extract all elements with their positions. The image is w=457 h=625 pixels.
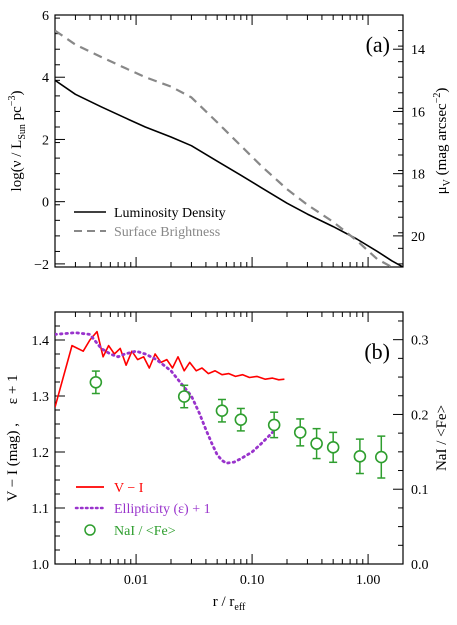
panel-b-left-tick-label: 1.2 <box>32 446 50 461</box>
panel-a-series-surface-brightness <box>55 29 393 267</box>
data-point <box>374 450 388 464</box>
data-point <box>326 441 340 454</box>
panel-b-x-axis-label: r / reff <box>213 594 246 613</box>
panel-b-left-tick-label: 1.0 <box>32 558 50 573</box>
panel-b-series-nai-fe <box>89 370 388 479</box>
panel-b-series-v-i <box>55 330 285 408</box>
panel-b-x-tick-label: 0.01 <box>124 573 149 588</box>
panel-b-right-tick-label: 0.0 <box>411 558 429 573</box>
panel-b-series <box>55 330 388 479</box>
panel-b-left-axis-label: V − I (mag) , ε + 1 <box>5 374 21 501</box>
legend-label-luminosity: Luminosity Density <box>114 206 226 221</box>
legend-label-nai-fe: NaI / <Fe> <box>114 524 176 539</box>
panel-a-right-tick-label: 20 <box>411 230 425 245</box>
data-point <box>310 437 323 450</box>
data-point <box>293 426 307 439</box>
legend-label-v-i: V − I <box>114 481 144 496</box>
data-point <box>89 375 103 389</box>
panel-b-left-tick-label: 1.4 <box>32 334 50 349</box>
panel-b-right-axis-label: NaI / <Fe> <box>434 405 450 471</box>
panel-a-right-tick-label: 14 <box>411 43 425 58</box>
panel-b-x-tick-label: 0.10 <box>240 573 265 588</box>
panel-a-left-tick-label: −2 <box>34 258 49 273</box>
panel-b-ticks: 0.01 0.10 1.00 1.0 1.1 1.2 1.3 1.4 0.0 0.1 0.2 0.3 <box>32 311 429 588</box>
legend-swatch-nai-fe <box>84 524 96 536</box>
data-point <box>234 413 248 426</box>
panel-b-legend: V − I Ellipticity (ε) + 1 NaI / <Fe> <box>74 481 211 539</box>
legend-label-surface-brightness: Surface Brightness <box>114 225 220 240</box>
panel-b-label: (b) <box>364 339 390 364</box>
data-point <box>215 404 229 418</box>
panel-a-series <box>55 29 403 267</box>
panel-a-left-tick-label: 6 <box>42 9 49 24</box>
panel-a: −2 0 2 4 6 14 16 18 20 (a) log(ν / LSun pc−3) μV… <box>7 9 453 273</box>
panel-b-right-tick-label: 0.1 <box>411 483 429 498</box>
panel-a-right-tick-label: 18 <box>411 168 425 183</box>
panel-b: 0.01 0.10 1.001.01.11.21.31.40.00.10.20.3 … <box>5 311 450 613</box>
panel-a-left-tick-label: 2 <box>42 133 49 148</box>
panel-a-legend: Luminosity Density Surface Brightness <box>74 206 226 240</box>
data-point <box>353 450 367 463</box>
panel-a-left-axis-label: log(ν / LSun pc−3) <box>7 91 28 192</box>
panel-b-left-tick-label: 1.3 <box>32 390 50 405</box>
panel-a-label: (a) <box>366 32 390 57</box>
panel-a-series-luminosity-density <box>55 79 403 267</box>
panel-a-left-tick-label: 0 <box>42 196 49 211</box>
panel-b-right-tick-label: 0.2 <box>411 408 429 423</box>
panel-b-series-ellipticity-1 <box>55 331 274 465</box>
panel-b-x-tick-label: 1.00 <box>356 573 381 588</box>
data-point <box>177 390 191 403</box>
panel-a-right-tick-label: 16 <box>411 105 425 120</box>
panel-a-frame <box>54 14 404 268</box>
panel-a-right-axis-label: μV (mag arcsec−2) <box>432 88 453 195</box>
panel-a-left-tick-label: 4 <box>42 71 49 86</box>
legend-label-ellipticity: Ellipticity (ε) + 1 <box>114 502 211 517</box>
panel-b-left-tick-label: 1.1 <box>32 502 50 517</box>
panel-a-ticks: −2 0 2 4 6 14 16 18 20 <box>34 9 425 273</box>
panel-b-right-tick-label: 0.3 <box>411 334 429 349</box>
data-point <box>267 418 281 432</box>
